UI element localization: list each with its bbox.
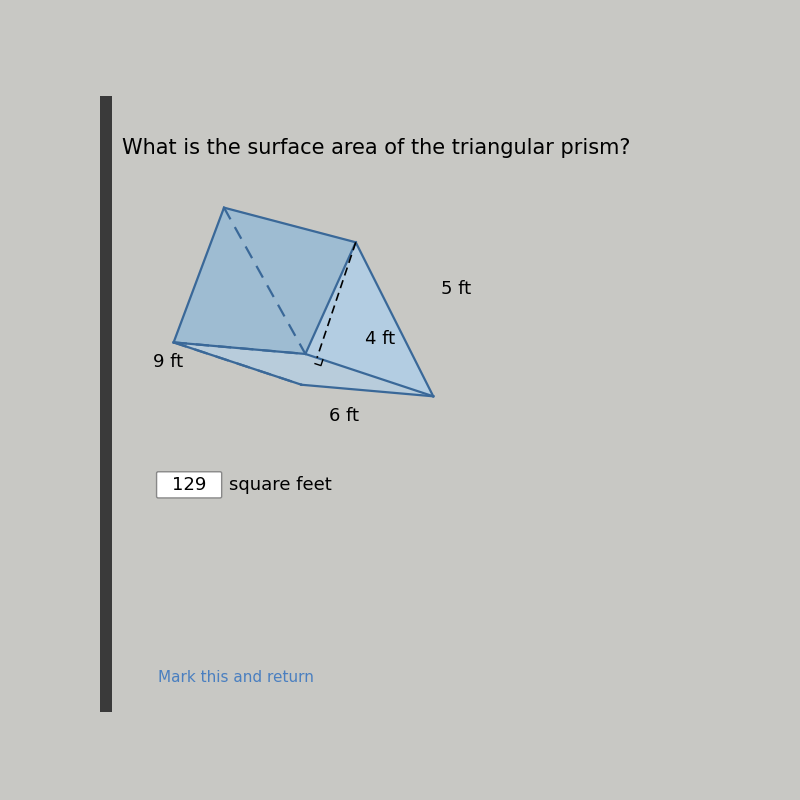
Text: square feet: square feet	[230, 476, 332, 494]
Text: 6 ft: 6 ft	[329, 406, 358, 425]
Polygon shape	[174, 208, 356, 354]
FancyBboxPatch shape	[157, 472, 222, 498]
Text: What is the surface area of the triangular prism?: What is the surface area of the triangul…	[122, 138, 630, 158]
Text: 129: 129	[172, 476, 206, 494]
Text: 4 ft: 4 ft	[365, 330, 395, 347]
Text: Mark this and return: Mark this and return	[158, 670, 314, 685]
Text: 9 ft: 9 ft	[153, 353, 183, 370]
Bar	[100, 96, 112, 712]
Polygon shape	[174, 342, 434, 396]
Polygon shape	[306, 242, 434, 396]
Text: 5 ft: 5 ft	[441, 279, 471, 298]
